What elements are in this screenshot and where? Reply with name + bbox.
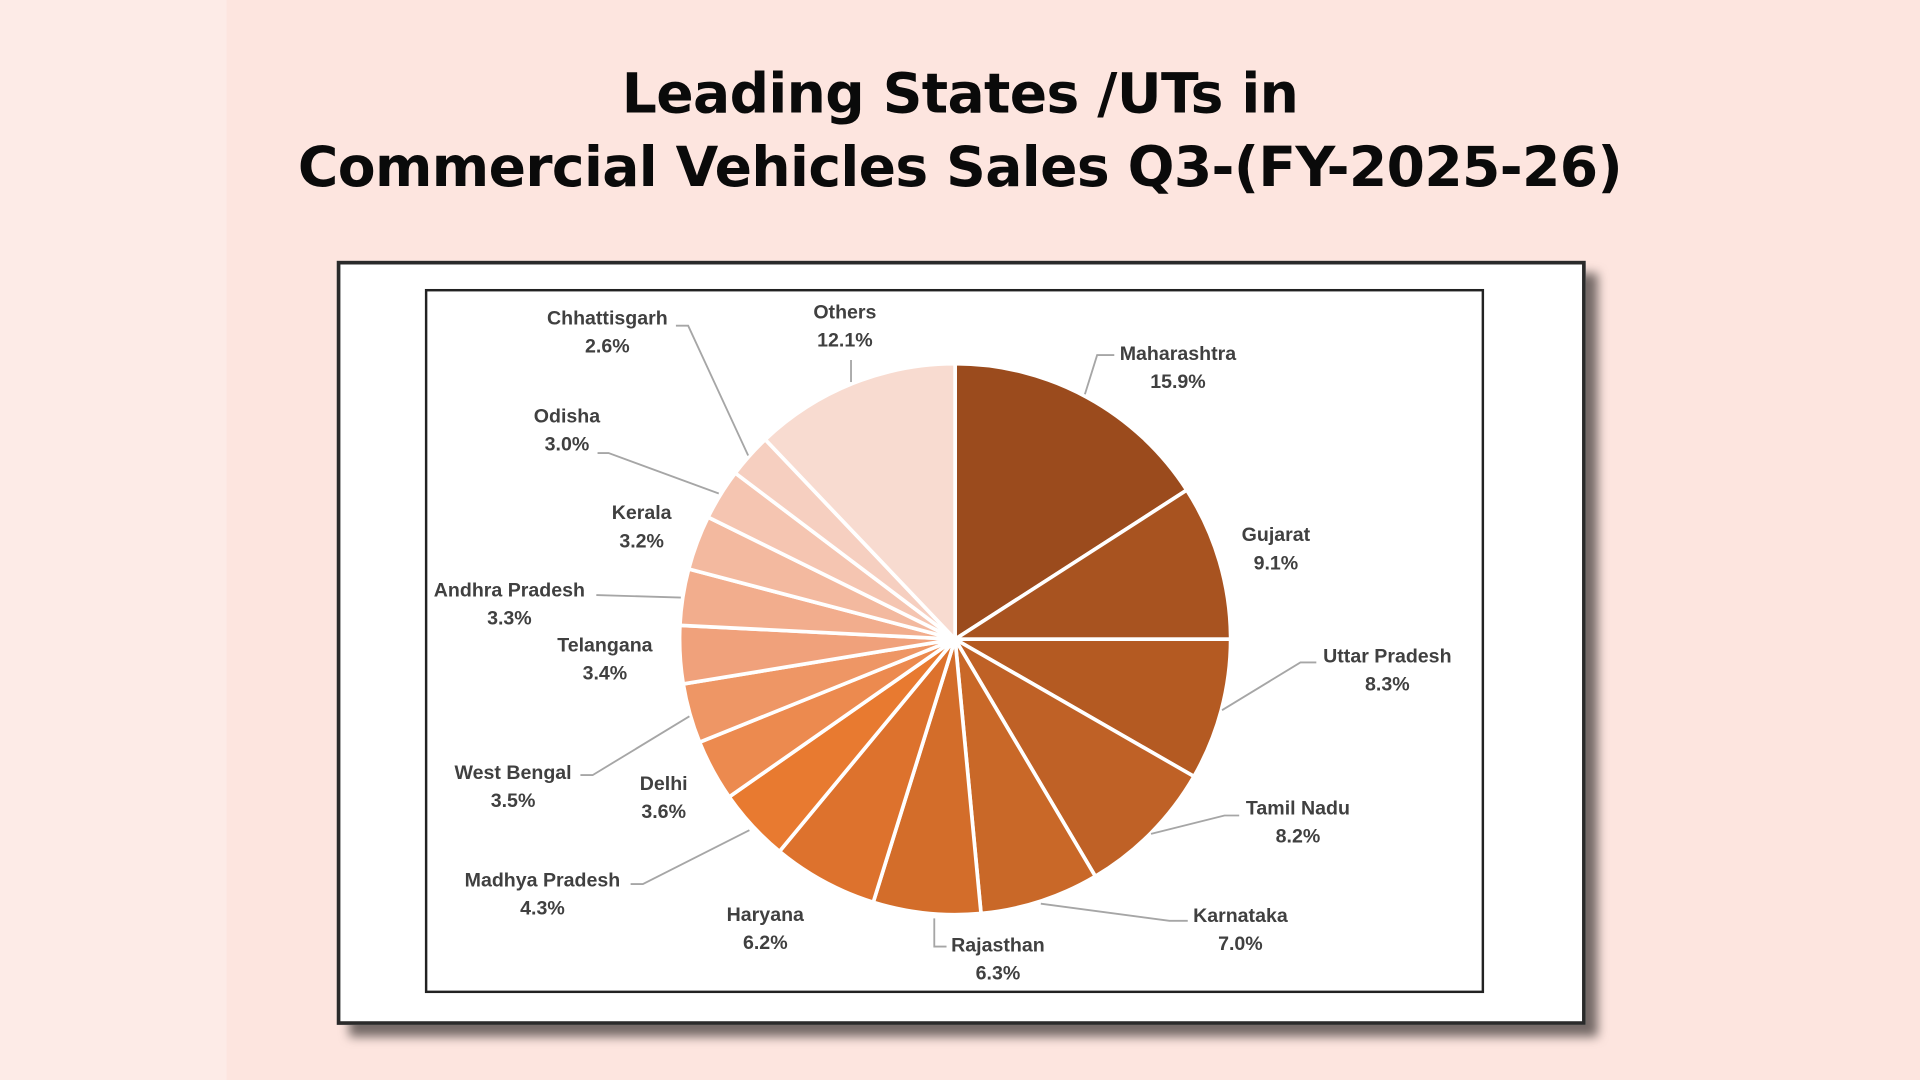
leader-line-karnataka	[1040, 902, 1188, 922]
data-label-value-andhra-pradesh: 3.3%	[487, 607, 532, 629]
data-label-name-maharashtra: Maharashtra	[1120, 343, 1238, 365]
data-label-value-others: 12.1%	[817, 330, 873, 352]
data-label-value-gujarat: 9.1%	[1254, 552, 1299, 574]
pie-slice-gujarat	[948, 487, 1233, 642]
data-label-value-odisha: 3.0%	[545, 434, 590, 456]
pie-slice-karnataka	[953, 638, 1098, 916]
data-label-name-delhi: Delhi	[640, 773, 688, 795]
data-label-name-odisha: Odisha	[534, 405, 601, 427]
chart-title-line-1: Leading States /UTs in	[621, 61, 1299, 127]
data-label-name-madhya-pradesh: Madhya Pradesh	[465, 870, 621, 892]
leader-line-madhya-pradesh	[630, 829, 750, 886]
data-label-value-karnataka: 7.0%	[1218, 933, 1263, 955]
data-label-value-haryana: 6.2%	[743, 932, 788, 954]
data-label-name-haryana: Haryana	[727, 904, 805, 926]
leader-line-chhattisgarh	[675, 324, 749, 456]
data-label-value-madhya-pradesh: 4.3%	[520, 898, 565, 920]
data-label-name-uttar-pradesh: Uttar Pradesh	[1323, 645, 1451, 667]
data-label-value-maharashtra: 15.9%	[1150, 371, 1206, 393]
data-label-name-karnataka: Karnataka	[1193, 905, 1289, 927]
data-label-name-andhra-pradesh: Andhra Pradesh	[434, 579, 585, 601]
data-label-name-chhattisgarh: Chhattisgarh	[547, 307, 668, 329]
pie-slice-tamil-nadu	[949, 634, 1197, 879]
data-label-value-delhi: 3.6%	[641, 801, 686, 823]
leader-line-uttar-pradesh	[1221, 661, 1317, 711]
background-band	[0, 0, 227, 1080]
data-label-name-west-bengal: West Bengal	[454, 762, 571, 784]
leader-line-maharashtra	[1084, 354, 1115, 395]
data-label-value-west-bengal: 3.5%	[491, 790, 536, 812]
leader-line-andhra-pradesh	[596, 594, 681, 599]
data-label-value-rajasthan: 6.3%	[976, 963, 1021, 985]
leader-line-odisha	[597, 452, 720, 495]
leader-line-west-bengal	[580, 715, 690, 777]
pie-slice-uttar-pradesh	[948, 637, 1233, 779]
leader-line-tamil-nadu	[1150, 814, 1240, 835]
data-label-value-tamil-nadu: 8.2%	[1276, 825, 1321, 847]
data-label-name-gujarat: Gujarat	[1242, 524, 1311, 546]
chart-title-line-2: Commercial Vehicles Sales Q3-(FY-2025-26…	[297, 134, 1623, 200]
data-label-name-others: Others	[813, 301, 876, 323]
pie-slice-others	[762, 361, 957, 644]
data-label-name-tamil-nadu: Tamil Nadu	[1246, 797, 1350, 819]
data-label-value-kerala: 3.2%	[619, 530, 664, 552]
data-label-name-kerala: Kerala	[612, 502, 673, 524]
data-label-name-telangana: Telangana	[557, 634, 653, 656]
pie-slice-maharashtra	[953, 361, 1190, 643]
data-label-name-rajasthan: Rajasthan	[951, 934, 1045, 956]
leader-line-rajasthan	[933, 918, 947, 948]
data-label-value-uttar-pradesh: 8.3%	[1365, 674, 1410, 696]
data-label-value-chhattisgarh: 2.6%	[585, 336, 630, 358]
data-label-value-telangana: 3.4%	[583, 663, 628, 685]
